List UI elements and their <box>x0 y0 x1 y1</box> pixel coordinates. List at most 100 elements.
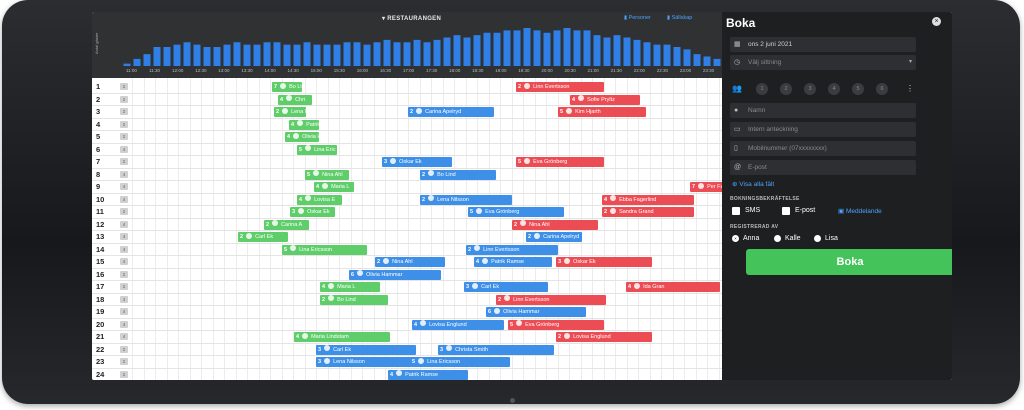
grid-row-line <box>92 355 722 356</box>
booking-block[interactable]: 3 Oskar Ek <box>382 157 452 167</box>
booking-block[interactable]: 2 Linn Evertsson <box>466 244 558 255</box>
booking-block[interactable]: 4 Maria Lindstam <box>294 332 390 342</box>
booking-status-icon <box>520 220 527 226</box>
party-toggle[interactable]: ▮ Sällskap <box>667 15 692 21</box>
staff-radio-kalle[interactable] <box>774 235 781 242</box>
booking-block[interactable]: 2 Nina Ahl <box>512 219 598 230</box>
staff-radio-anna[interactable] <box>732 235 739 242</box>
booking-block[interactable]: 3 Oskar Ek <box>556 257 652 267</box>
close-icon[interactable]: × <box>932 17 941 26</box>
grid-column-line <box>649 78 651 380</box>
email-checkbox[interactable] <box>782 207 790 215</box>
booking-block[interactable]: 2 Linn Evertsson <box>516 82 604 92</box>
booking-block[interactable]: 2 Carina A <box>264 219 309 230</box>
date-field[interactable]: ▦ ons 2 juni 2021 <box>730 37 916 52</box>
guest-option-1[interactable]: 1 <box>756 83 768 95</box>
booking-block[interactable]: 5 Lina Ericsson <box>282 244 367 255</box>
booking-block[interactable]: 2 Carina Apelryd <box>526 232 582 242</box>
booking-block[interactable]: 4 Ebba Fagerlind <box>602 194 694 205</box>
histogram-bar <box>493 32 501 66</box>
booking-block[interactable]: 5 Eva Grönberg <box>508 319 604 330</box>
booking-block[interactable]: 2 Carina Apelryd <box>408 107 494 117</box>
booking-block[interactable]: 2 Bo Lind <box>320 294 388 305</box>
staff-radio-lisa[interactable] <box>814 235 821 242</box>
booking-block[interactable]: 2 Sandra Grand <box>602 207 694 217</box>
booking-block[interactable]: 5 Eva Grönberg <box>468 207 564 217</box>
hour-tick-label: 14:00 <box>264 68 276 73</box>
book-button[interactable]: Boka <box>746 249 952 275</box>
table-number: 22 <box>96 344 105 354</box>
guest-option-6[interactable]: 6 <box>876 83 888 95</box>
restaurant-title[interactable]: ▾ RESTAURANGEN <box>382 16 442 22</box>
message-link[interactable]: ▣ Meddelande <box>838 208 882 215</box>
booking-block[interactable]: 4 Chri <box>278 94 312 105</box>
hour-tick-label: 12:00 <box>172 68 184 73</box>
guest-option-2[interactable]: 2 <box>780 83 792 95</box>
booking-block[interactable]: 4 Patrik Ramse <box>388 369 468 380</box>
table-capacity: 4 <box>120 183 128 190</box>
booking-status-icon <box>578 95 585 101</box>
grid-column-line <box>235 78 237 380</box>
email-input[interactable]: @ E-post <box>730 160 916 175</box>
booking-status-icon <box>524 82 531 89</box>
histogram-bar <box>513 30 521 66</box>
booking-block[interactable]: 5 Eva Grönberg <box>516 157 604 167</box>
chart-icon: ▮ <box>667 15 671 21</box>
booking-block[interactable]: 7 Bo Li <box>272 82 302 92</box>
booking-block[interactable]: 4 Lovisa E <box>297 194 342 205</box>
booking-guest-name: Lena Nilsson <box>333 359 365 365</box>
booking-block[interactable]: 2 Lena Ni <box>274 107 306 117</box>
grid-column-line <box>638 78 639 380</box>
booking-block[interactable]: 3 Carl Ek <box>464 282 548 292</box>
booking-guest-name: Carina A <box>281 221 303 228</box>
booking-block[interactable]: 4 Lovisa Englund <box>412 319 504 330</box>
booking-block[interactable]: 4 Olivia H <box>285 132 319 142</box>
booking-block[interactable]: 3 Carl Ek <box>316 344 416 355</box>
booking-block[interactable]: 2 Linn Evertsson <box>496 294 606 305</box>
phone-input[interactable]: ▯ Mobilnummer (07xxxxxxxx) <box>730 141 916 156</box>
booking-block[interactable]: 3 Christa Smith <box>438 344 554 355</box>
booking-block[interactable]: 3 Lena Nilsson <box>316 357 412 367</box>
sms-checkbox[interactable] <box>732 207 740 215</box>
booking-block[interactable]: 2 Bo Lind <box>420 169 496 180</box>
booking-block[interactable]: 5 Nina Ahl <box>305 169 349 180</box>
table-capacity: 4 <box>120 220 128 228</box>
name-input[interactable]: ● Namn <box>730 103 916 118</box>
persons-toggle[interactable]: ▮ Personer <box>624 15 651 21</box>
booking-block[interactable]: 4 Ida Gran <box>626 282 720 292</box>
booking-block[interactable]: 5 Kim Hjarth <box>558 107 646 117</box>
booking-block[interactable]: 4 Maria L <box>320 282 380 292</box>
booking-guest-count: 3 <box>318 346 322 353</box>
seating-select[interactable]: ◷ Välj sittning ▾ <box>730 55 916 70</box>
guest-option-4[interactable]: 4 <box>828 83 840 95</box>
booking-block[interactable]: 4 Patrik R <box>289 119 319 130</box>
booking-block[interactable]: 4 Maria L <box>314 182 354 192</box>
histogram-chart <box>123 28 721 66</box>
booking-block[interactable]: 6 Olivia Hammar <box>486 307 586 317</box>
booking-block[interactable]: 5 Lina Eric <box>297 144 337 155</box>
show-all-fields-link[interactable]: ⊕ Visa alla fält <box>732 181 775 188</box>
booking-status-icon <box>280 82 287 89</box>
booking-block[interactable]: 2 Nina Ahl <box>375 257 445 267</box>
hour-tick-label: 17:30 <box>426 68 438 73</box>
table-number: 4 <box>96 119 101 129</box>
table-capacity: 4 <box>120 320 128 328</box>
booking-block[interactable]: 2 Lena Nilsson <box>420 194 512 205</box>
guest-option-5[interactable]: 5 <box>852 83 864 95</box>
note-input[interactable]: ▭ Intern anteckning <box>730 122 916 137</box>
booking-guest-name: Carina Apelryd <box>425 109 462 115</box>
booking-guest-count: 5 <box>307 171 311 178</box>
booking-block[interactable]: 4 Patrik Ramse <box>474 257 552 267</box>
guest-option-3[interactable]: 3 <box>804 83 816 95</box>
booking-block[interactable]: 2 Carl Ek <box>238 232 288 242</box>
booking-block[interactable]: 4 Sofie Pryltz <box>570 94 640 105</box>
more-options-icon[interactable]: ⋮ <box>906 84 914 93</box>
grid-column-line <box>684 78 685 380</box>
booking-block[interactable]: 2 Lovisa Englund <box>556 332 652 342</box>
booking-block[interactable]: 7 Per Fadh <box>690 182 722 192</box>
booking-block[interactable]: 3 Oskar Ek <box>290 207 335 217</box>
booking-block[interactable]: 5 Lina Ericsson <box>410 357 510 367</box>
at-icon: @ <box>734 164 742 171</box>
booking-block[interactable]: 6 Olivia Hammar <box>349 269 441 280</box>
histogram-bar <box>123 63 131 66</box>
